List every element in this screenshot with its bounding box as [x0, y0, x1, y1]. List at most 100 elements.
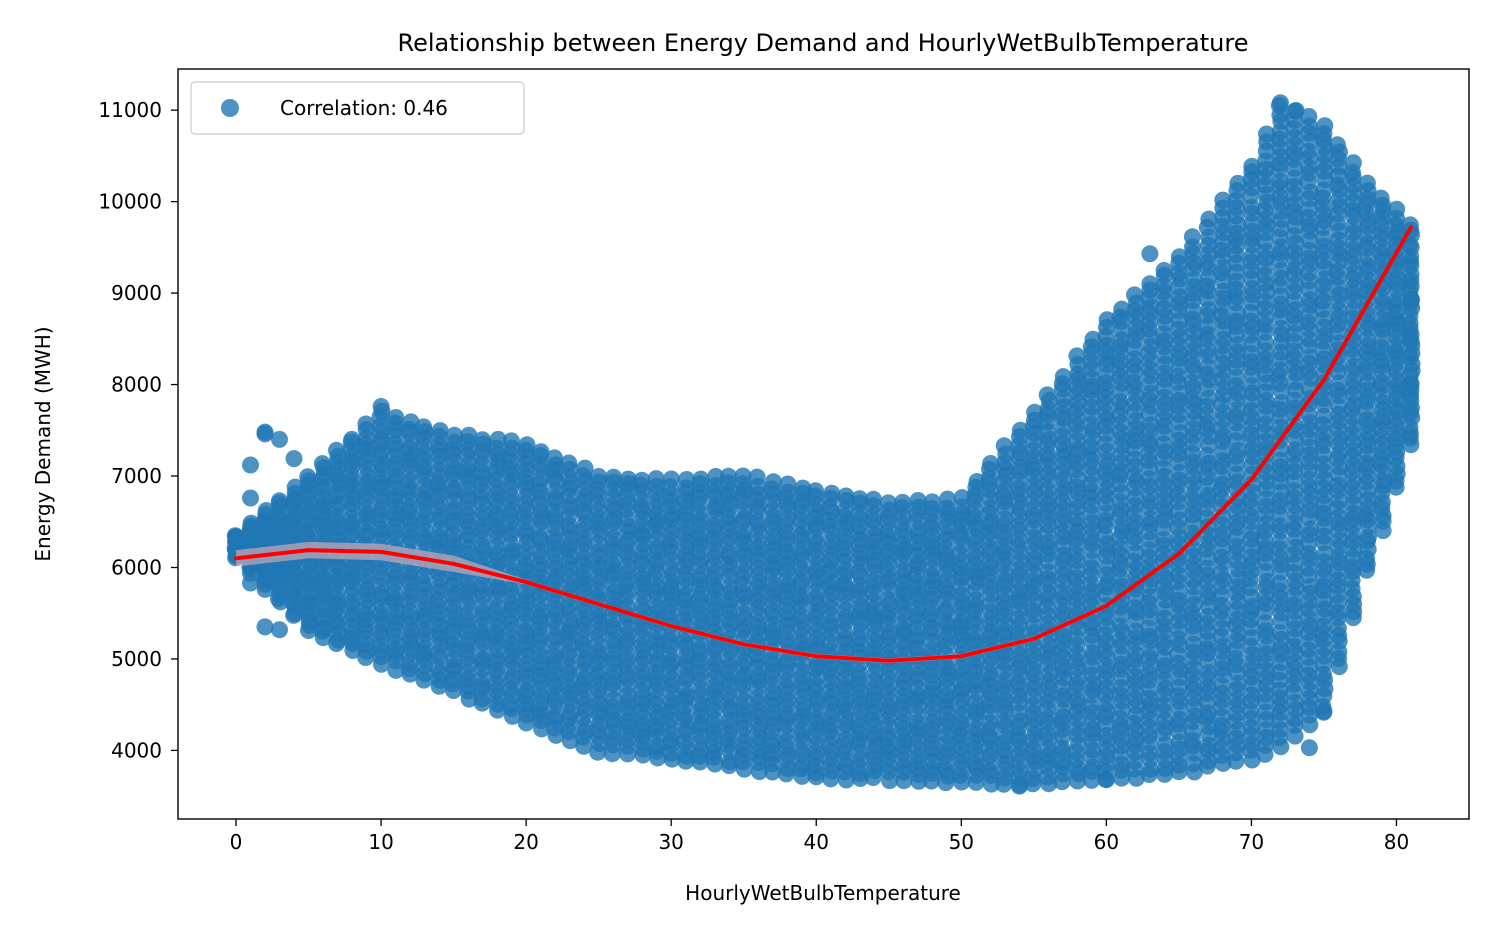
scatter-point — [823, 484, 841, 502]
scatter-point — [242, 456, 259, 474]
scatter-point — [1271, 94, 1289, 112]
scatter-point — [837, 487, 855, 505]
scatter-point — [227, 528, 245, 546]
scatter-point — [939, 490, 956, 508]
scatter-point — [1358, 174, 1376, 192]
scatter-point — [489, 430, 507, 448]
legend-entry-label: Correlation: 0.46 — [280, 96, 448, 120]
scatter-point — [1402, 332, 1420, 350]
scatter-point — [692, 470, 710, 488]
scatter-point — [1300, 739, 1318, 757]
scatter-point — [518, 436, 536, 454]
scatter-point — [678, 471, 696, 488]
y-tick-label: 7000 — [111, 464, 162, 488]
scatter-point — [576, 459, 594, 477]
y-tick-label: 4000 — [111, 738, 162, 762]
scatter-point — [1372, 189, 1390, 207]
scatter-point — [923, 493, 941, 511]
scatter-point — [1401, 216, 1419, 234]
scatter-point — [779, 475, 797, 493]
scatter-point — [719, 467, 737, 485]
y-tick-label: 5000 — [111, 647, 162, 671]
scatter-point — [1170, 248, 1188, 266]
scatter-point — [794, 479, 812, 497]
scatter-point — [1328, 136, 1346, 154]
scatter-point — [707, 468, 725, 485]
scatter-point — [851, 490, 869, 508]
scatter-point — [299, 468, 317, 486]
x-tick-label: 50 — [949, 830, 974, 854]
scatter-point — [546, 449, 563, 467]
scatter-point — [633, 471, 651, 489]
scatter-point — [1155, 262, 1173, 279]
scatter-point — [560, 454, 578, 472]
scatter-point — [1402, 375, 1420, 393]
x-tick-label: 20 — [513, 830, 538, 854]
y-tick-label: 9000 — [111, 281, 162, 305]
scatter-point — [1200, 210, 1218, 228]
scatter-point — [1141, 275, 1159, 293]
scatter-point — [1243, 157, 1261, 175]
scatter-point — [1402, 291, 1420, 308]
scatter-point — [748, 468, 766, 486]
scatter-point — [1315, 702, 1333, 720]
scatter-point — [1214, 191, 1232, 209]
scatter-point — [590, 468, 608, 485]
x-tick-label: 60 — [1094, 830, 1119, 854]
scatter-point — [864, 490, 882, 508]
scatter-point — [256, 618, 274, 636]
x-tick-label: 70 — [1239, 830, 1264, 854]
scatter-point — [473, 431, 491, 449]
scatter-point — [1038, 386, 1056, 404]
scatter-point — [242, 489, 259, 507]
scatter-point — [387, 409, 405, 426]
scatter-point — [1344, 154, 1362, 172]
x-axis-ticks: 0 10 20 30 40 50 60 70 80 — [230, 819, 1409, 854]
scatter-point — [445, 426, 463, 444]
y-tick-label: 11000 — [98, 98, 162, 122]
fit-line — [234, 225, 1413, 663]
scatter-point — [431, 422, 449, 440]
scatter-point — [271, 621, 288, 639]
scatter-point — [1141, 245, 1159, 263]
scatter-point — [1286, 102, 1304, 120]
scatter-point — [532, 443, 550, 461]
x-tick-label: 0 — [230, 830, 243, 854]
legend: Correlation: 0.46 — [190, 81, 525, 135]
scatter-point — [1316, 117, 1334, 135]
scatter-point — [1229, 174, 1247, 192]
scatter-point — [647, 470, 665, 488]
scatter-point — [372, 398, 390, 415]
x-tick-label: 10 — [368, 830, 393, 854]
scatter-point — [1183, 228, 1201, 246]
y-axis-label: Energy Demand (MWH) — [31, 326, 55, 561]
scatter-point — [242, 574, 259, 592]
legend-marker — [221, 99, 239, 117]
fit-line-layer — [234, 224, 1413, 664]
scatter-point — [271, 492, 288, 510]
scatter-point — [605, 468, 623, 486]
scatter-point — [995, 437, 1013, 455]
scatter-point — [313, 455, 331, 473]
scatter-point — [1054, 368, 1072, 386]
scatter-point — [909, 492, 927, 509]
legend-box — [190, 81, 525, 135]
scatter-point — [1084, 330, 1102, 348]
scatter-point — [879, 494, 897, 512]
scatter-point — [807, 482, 824, 500]
x-tick-label: 80 — [1384, 830, 1409, 854]
y-tick-label: 8000 — [111, 373, 162, 397]
scatter-point — [734, 467, 752, 485]
scatter-point — [328, 441, 345, 459]
scatter-point — [460, 426, 478, 444]
scatter-point — [1258, 125, 1275, 143]
scatter-point — [415, 418, 433, 436]
scatter-point — [285, 450, 303, 468]
scatter-point — [357, 415, 375, 433]
scatter-point — [662, 470, 680, 488]
scatter-point — [502, 432, 520, 450]
plot-frame — [177, 68, 1470, 820]
scatter-point — [1113, 300, 1131, 318]
